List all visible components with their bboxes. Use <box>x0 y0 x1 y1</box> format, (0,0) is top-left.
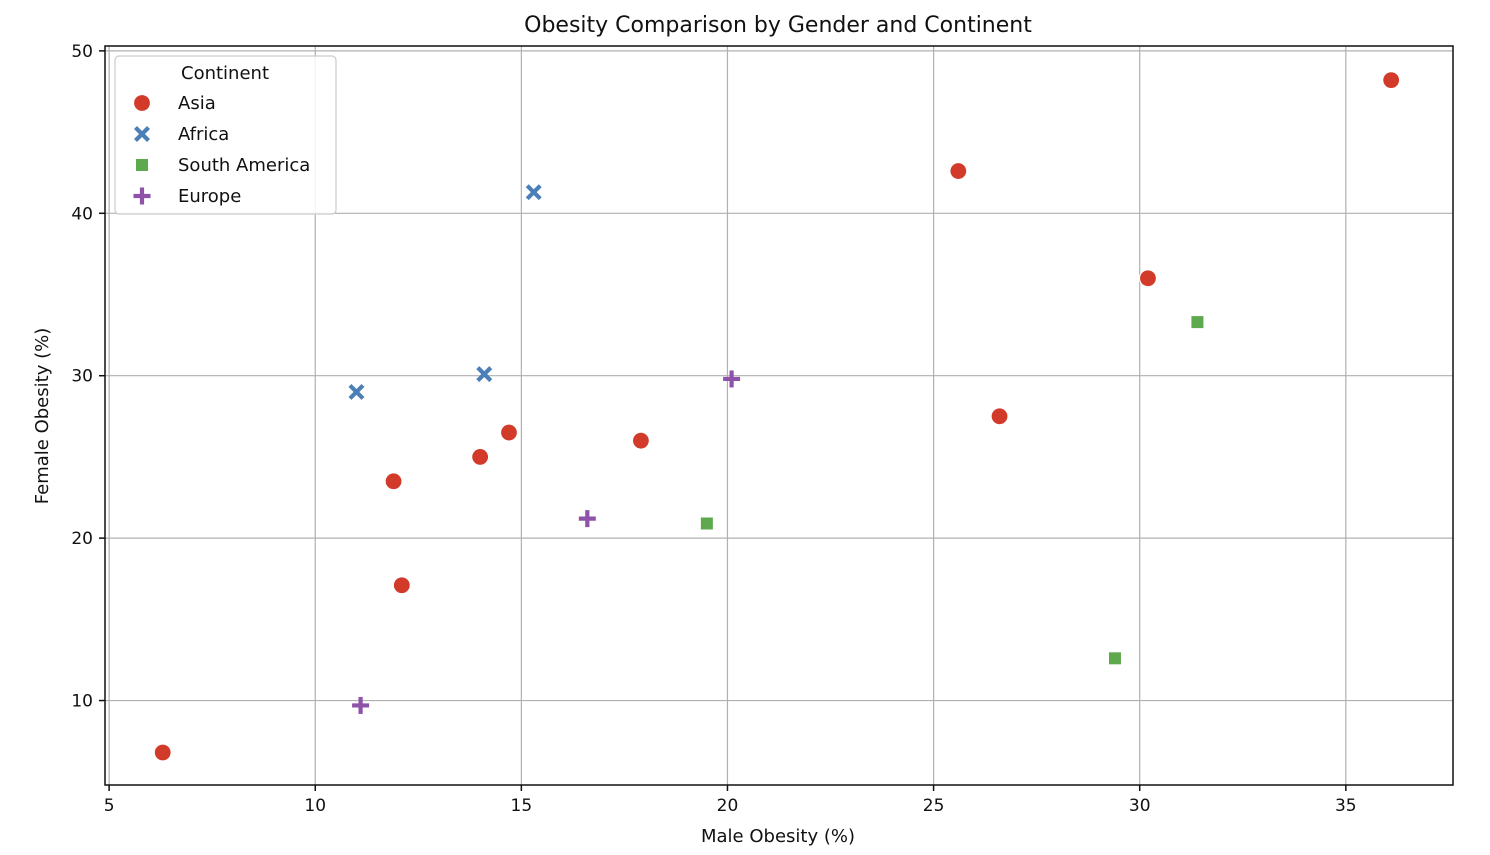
data-point-europe <box>352 696 370 714</box>
legend-marker-asia <box>132 93 152 113</box>
x-tick-label: 35 <box>1335 796 1357 816</box>
legend: Continent Asia Africa South America Europe <box>114 55 337 215</box>
data-point-south-america <box>1108 652 1121 665</box>
y-tick-label: 30 <box>71 367 93 387</box>
data-point-africa <box>476 366 493 383</box>
data-point-south-america <box>1191 316 1204 329</box>
data-point-asia <box>990 407 1009 426</box>
data-point-asia <box>1382 71 1401 90</box>
legend-marker-europe <box>133 187 151 205</box>
data-point-asia <box>153 743 172 762</box>
legend-label-south-america: South America <box>178 155 310 176</box>
data-point-europe <box>723 370 741 388</box>
plot-frame <box>104 45 1454 786</box>
x-tick-label: 5 <box>104 796 115 816</box>
legend-marker-africa <box>134 126 150 142</box>
legend-title: Continent <box>181 63 269 84</box>
y-tick-label: 40 <box>71 204 93 224</box>
data-point-asia <box>392 576 411 595</box>
x-tick-label: 10 <box>304 796 326 816</box>
data-point-asia <box>949 161 968 181</box>
x-tick-label: 25 <box>923 796 945 816</box>
legend-label-africa: Africa <box>178 124 229 145</box>
axis-ticks: 5 10 15 20 25 30 35 10 20 30 40 50 <box>71 42 1356 816</box>
legend-entries: Asia Africa South America Europe <box>132 93 310 207</box>
y-axis-label: Female Obesity (%) <box>32 328 53 504</box>
data-point-asia <box>631 431 651 450</box>
data-points <box>153 71 1401 762</box>
legend-box <box>114 55 337 215</box>
data-point-asia <box>1138 269 1158 288</box>
x-tick-label: 20 <box>717 796 739 816</box>
x-axis-label: Male Obesity (%) <box>701 826 855 847</box>
data-point-asia <box>499 423 519 442</box>
x-tick-label: 30 <box>1129 796 1151 816</box>
data-point-europe <box>578 510 596 528</box>
x-tick-label: 15 <box>511 796 533 816</box>
legend-label-europe: Europe <box>178 186 241 207</box>
data-point-asia <box>471 447 490 467</box>
legend-marker-south-america <box>136 159 148 171</box>
y-tick-label: 10 <box>71 692 93 712</box>
y-tick-label: 20 <box>71 529 93 549</box>
data-point-africa <box>525 184 542 201</box>
legend-label-asia: Asia <box>178 93 216 114</box>
chart-title: Obesity Comparison by Gender and Contine… <box>524 13 1032 38</box>
y-tick-label: 50 <box>71 42 93 62</box>
data-point-south-america <box>700 517 713 530</box>
data-point-africa <box>348 383 365 400</box>
data-point-asia <box>384 472 403 491</box>
